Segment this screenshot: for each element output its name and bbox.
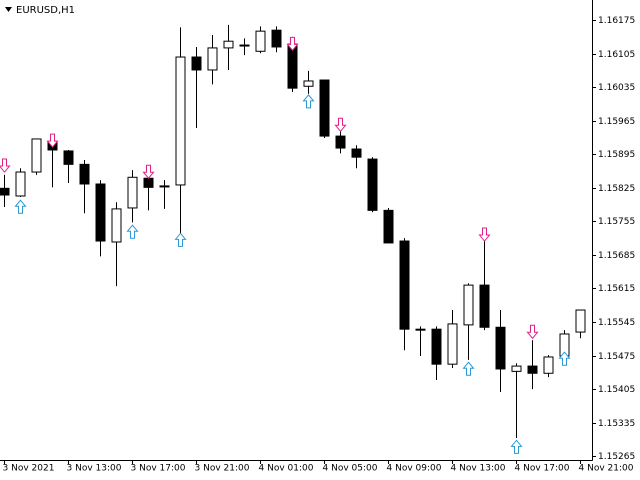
candle-body [175, 56, 186, 186]
title-icon [5, 7, 12, 12]
y-tick-label: 1.16175 [598, 16, 635, 26]
y-tick-label: 1.15335 [598, 419, 635, 429]
x-tick-label: 3 Nov 21:00 [195, 464, 250, 474]
candle-body [511, 365, 522, 372]
buy-arrow [510, 439, 523, 454]
sell-arrow [286, 36, 299, 52]
candle-body [127, 176, 138, 209]
x-tick-label: 4 Nov 05:00 [323, 464, 378, 474]
sell-arrow [334, 117, 347, 133]
y-tick-label: 1.15685 [598, 251, 635, 261]
buy-arrow [126, 224, 139, 239]
sell-arrow [478, 227, 491, 242]
candle-body [303, 80, 314, 87]
x-tick-label: 3 Nov 17:00 [131, 464, 186, 474]
x-tick-label: 3 Nov 2021 [3, 464, 55, 474]
sell-arrow [526, 324, 539, 340]
buy-arrow [302, 94, 315, 109]
candle-body [431, 328, 442, 365]
y-tick-label: 1.15825 [598, 184, 635, 194]
candle-body [463, 284, 474, 326]
sell-arrow [46, 133, 59, 148]
candle-body [383, 209, 394, 244]
candle-body [575, 309, 586, 333]
candle-body [543, 356, 554, 374]
candle-body [351, 148, 362, 158]
y-tick-label: 1.15265 [598, 452, 635, 462]
candle-body [31, 138, 42, 173]
x-tick-label: 3 Nov 13:00 [67, 464, 122, 474]
y-tick-label: 1.15545 [598, 318, 635, 328]
candle-body [63, 150, 74, 165]
candle-body [0, 187, 10, 196]
candle-body [143, 177, 154, 188]
x-tick-label: 4 Nov 09:00 [387, 464, 442, 474]
y-tick-label: 1.15475 [598, 352, 635, 362]
candle-body [495, 326, 506, 370]
candle-body [335, 135, 346, 149]
candle-body [447, 323, 458, 365]
candle-body [527, 365, 538, 374]
x-tick-label: 4 Nov 17:00 [515, 464, 570, 474]
candle-body [95, 183, 106, 242]
candle-body [239, 44, 250, 47]
plot-area [0, 24, 586, 454]
candle-body [415, 328, 426, 331]
candle-body [399, 240, 410, 330]
buy-arrow [558, 351, 571, 366]
y-tick-label: 1.15755 [598, 217, 635, 227]
candle-body [159, 185, 170, 188]
candle-body [255, 30, 266, 52]
chart-title: EURUSD,H1 [16, 5, 75, 16]
buy-arrow [462, 361, 475, 376]
candle-body [79, 163, 90, 185]
candle-body [367, 158, 378, 211]
y-tick-label: 1.15615 [598, 284, 635, 294]
x-tick-label: 4 Nov 13:00 [451, 464, 506, 474]
y-tick-label: 1.15405 [598, 385, 635, 395]
candle-body [15, 171, 26, 197]
buy-arrow [14, 199, 27, 214]
candle-body [319, 79, 330, 137]
buy-arrow [174, 232, 187, 247]
y-tick-label: 1.16105 [598, 50, 635, 60]
candle-body [479, 284, 490, 328]
sell-arrow [0, 158, 11, 173]
candle-body [191, 56, 202, 71]
x-tick-label: 4 Nov 21:00 [579, 464, 634, 474]
candle-body [223, 40, 234, 49]
y-tick-label: 1.16035 [598, 83, 635, 93]
candle-body [111, 208, 122, 243]
y-tick-label: 1.15895 [598, 150, 635, 160]
sell-arrow [142, 164, 155, 180]
candle-body [271, 29, 282, 48]
y-tick-label: 1.15965 [598, 117, 635, 127]
candle-body [207, 47, 218, 71]
x-tick-label: 4 Nov 01:00 [259, 464, 314, 474]
